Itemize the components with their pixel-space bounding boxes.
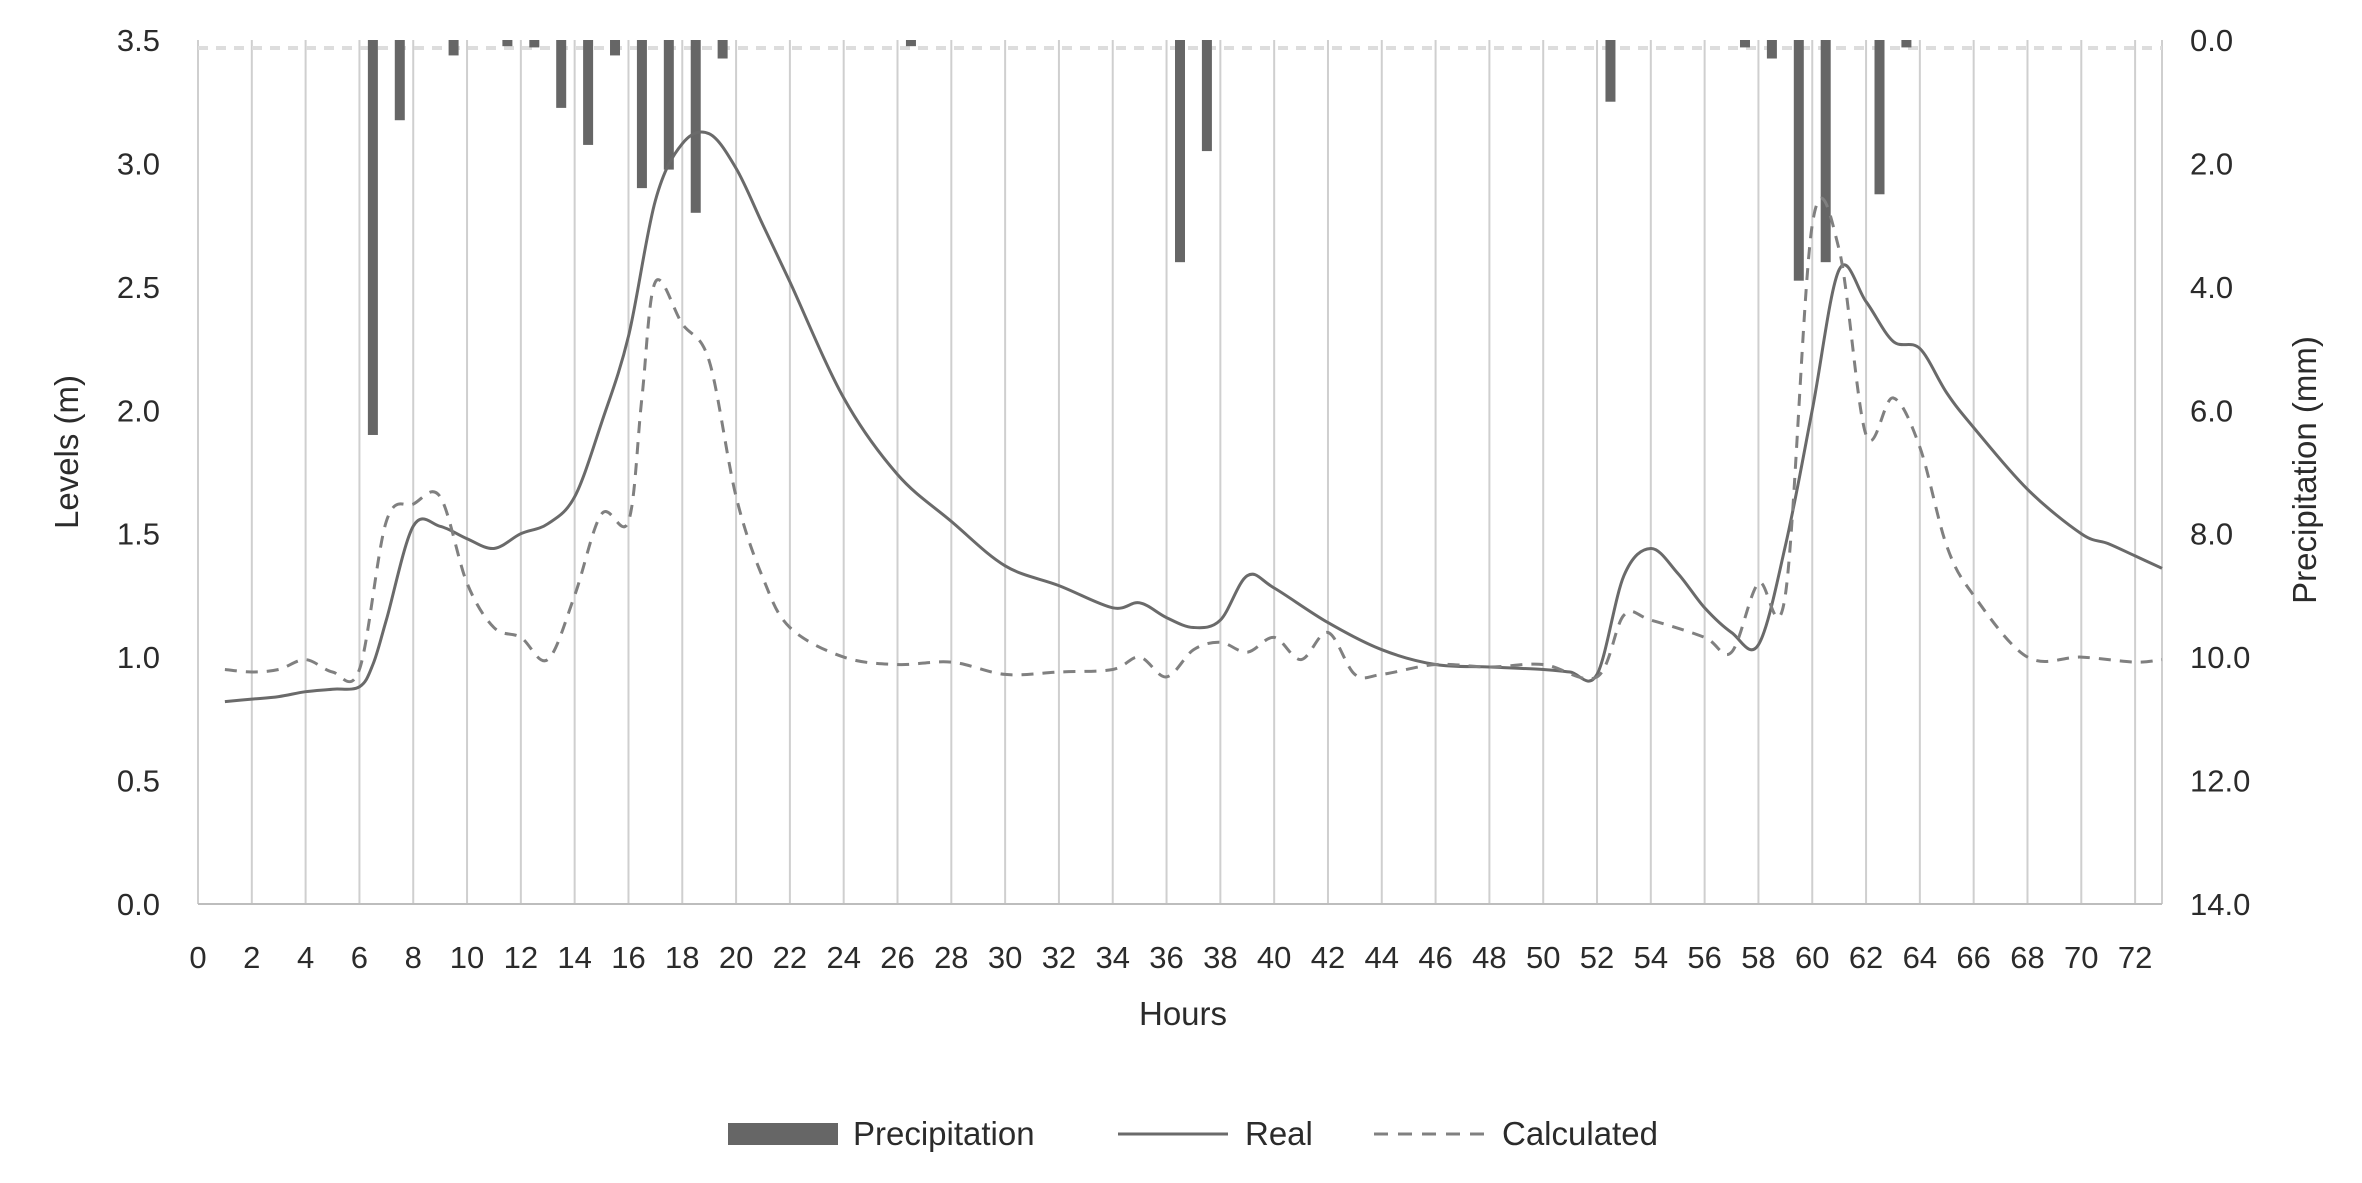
precipitation-bar <box>1820 40 1831 263</box>
x-tick-label: 28 <box>934 940 968 975</box>
x-tick-label: 44 <box>1365 940 1399 975</box>
y-axis-right-title: Precipitation (mm) <box>2286 336 2323 604</box>
x-tick-label: 32 <box>1042 940 1076 975</box>
precipitation-bar <box>1605 40 1616 102</box>
x-tick-label: 62 <box>1849 940 1883 975</box>
y-right-tick-label: 6.0 <box>2190 393 2233 428</box>
x-tick-label: 8 <box>405 940 422 975</box>
y-right-tick-label: 0.0 <box>2190 23 2233 58</box>
x-tick-label: 52 <box>1580 940 1614 975</box>
y-left-tick-label: 0.5 <box>117 764 160 799</box>
y-axis-left-title: Levels (m) <box>48 375 85 529</box>
precipitation-bar <box>663 40 674 170</box>
x-tick-label: 40 <box>1257 940 1291 975</box>
x-tick-label: 16 <box>611 940 645 975</box>
legend: Precipitation Real Calculated <box>728 1115 1658 1152</box>
precipitation-bar <box>1201 40 1212 152</box>
x-tick-label: 0 <box>189 940 206 975</box>
x-tick-label: 30 <box>988 940 1022 975</box>
lines-layer <box>224 130 2163 704</box>
x-tick-label: 4 <box>297 940 314 975</box>
y-right-tick-label: 12.0 <box>2190 764 2250 799</box>
precipitation-bar <box>610 40 621 56</box>
precipitation-bar <box>448 40 459 56</box>
y-left-tick-label: 2.5 <box>117 270 160 305</box>
x-tick-label: 18 <box>665 940 699 975</box>
x-tick-label: 64 <box>1903 940 1937 975</box>
x-tick-label: 2 <box>243 940 260 975</box>
y-left-tick-label: 2.0 <box>117 393 160 428</box>
x-tick-label: 70 <box>2064 940 2098 975</box>
bars-layer <box>367 40 1912 435</box>
precipitation-bar <box>529 40 540 48</box>
x-tick-label: 20 <box>719 940 753 975</box>
x-tick-label: 66 <box>1956 940 1990 975</box>
real-line <box>224 130 2163 704</box>
y-left-tick-label: 3.0 <box>117 146 160 181</box>
y-right-tick-label: 10.0 <box>2190 640 2250 675</box>
legend-swatch-precipitation <box>728 1123 838 1145</box>
x-tick-label: 68 <box>2010 940 2044 975</box>
y-right-tick-label: 4.0 <box>2190 270 2233 305</box>
grid-layer <box>197 40 2163 904</box>
x-tick-label: 6 <box>351 940 368 975</box>
x-tick-label: 48 <box>1472 940 1506 975</box>
y-left-tick-label: 0.0 <box>117 887 160 922</box>
precipitation-bar <box>1739 40 1750 48</box>
precipitation-bar <box>1175 40 1185 263</box>
legend-label-precipitation: Precipitation <box>853 1115 1035 1152</box>
precipitation-bar <box>1766 40 1777 59</box>
precipitation-bar <box>717 40 728 59</box>
x-tick-label: 42 <box>1311 940 1345 975</box>
y-right-tick-label: 2.0 <box>2190 146 2233 181</box>
x-tick-label: 60 <box>1795 940 1829 975</box>
y-left-tick-label: 1.5 <box>117 517 160 552</box>
x-tick-label: 72 <box>2118 940 2152 975</box>
x-tick-label: 36 <box>1149 940 1183 975</box>
legend-label-real: Real <box>1245 1115 1313 1152</box>
x-tick-label: 10 <box>450 940 484 975</box>
precipitation-bar <box>905 40 916 47</box>
precipitation-bar <box>1874 40 1885 195</box>
x-tick-label: 22 <box>773 940 807 975</box>
y-right-tick-label: 8.0 <box>2190 517 2233 552</box>
x-tick-label: 50 <box>1526 940 1560 975</box>
precipitation-bar <box>394 40 405 121</box>
precipitation-bar <box>1793 40 1804 281</box>
precipitation-bar <box>1901 40 1912 48</box>
x-tick-label: 46 <box>1418 940 1452 975</box>
y-left-tick-label: 3.5 <box>117 23 160 58</box>
x-tick-label: 12 <box>504 940 538 975</box>
x-tick-label: 24 <box>826 940 860 975</box>
y-left-tick-label: 1.0 <box>117 640 160 675</box>
axes-layer: 0 2 4 6 8 10 12 14 16 18 20 22 24 26 28 30 32 34 36 38 40 42 4… <box>117 23 2250 975</box>
x-tick-label: 56 <box>1687 940 1721 975</box>
precipitation-bar <box>556 40 567 108</box>
precipitation-bar <box>636 40 647 189</box>
x-tick-label: 26 <box>880 940 914 975</box>
x-tick-label: 58 <box>1741 940 1775 975</box>
x-tick-label: 54 <box>1634 940 1668 975</box>
x-tick-label: 38 <box>1203 940 1237 975</box>
precipitation-bar <box>583 40 594 145</box>
precipitation-bar <box>502 40 513 47</box>
calculated-line <box>224 196 2163 684</box>
x-axis-title: Hours <box>1139 995 1227 1032</box>
x-tick-label: 14 <box>557 940 591 975</box>
x-tick-label: 34 <box>1095 940 1129 975</box>
y-right-tick-label: 14.0 <box>2190 887 2250 922</box>
precipitation-bar <box>367 40 378 435</box>
legend-label-calculated: Calculated <box>1502 1115 1658 1152</box>
precipitation-bar <box>690 40 701 213</box>
